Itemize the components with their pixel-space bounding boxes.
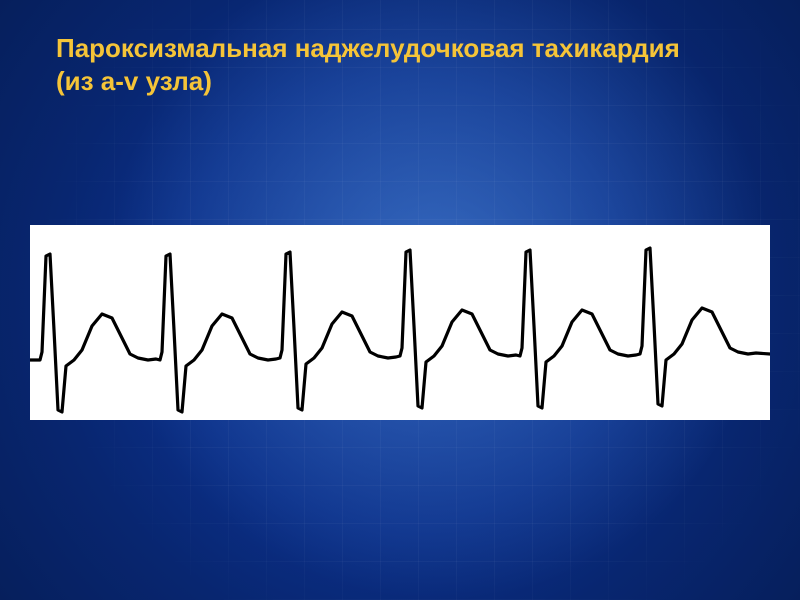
ecg-waveform [30, 225, 770, 420]
slide-title: Пароксизмальная наджелудочковая тахикард… [56, 32, 744, 97]
ecg-bg-rect [30, 225, 770, 420]
slide-background: Пароксизмальная наджелудочковая тахикард… [0, 0, 800, 600]
ecg-strip [30, 225, 770, 420]
